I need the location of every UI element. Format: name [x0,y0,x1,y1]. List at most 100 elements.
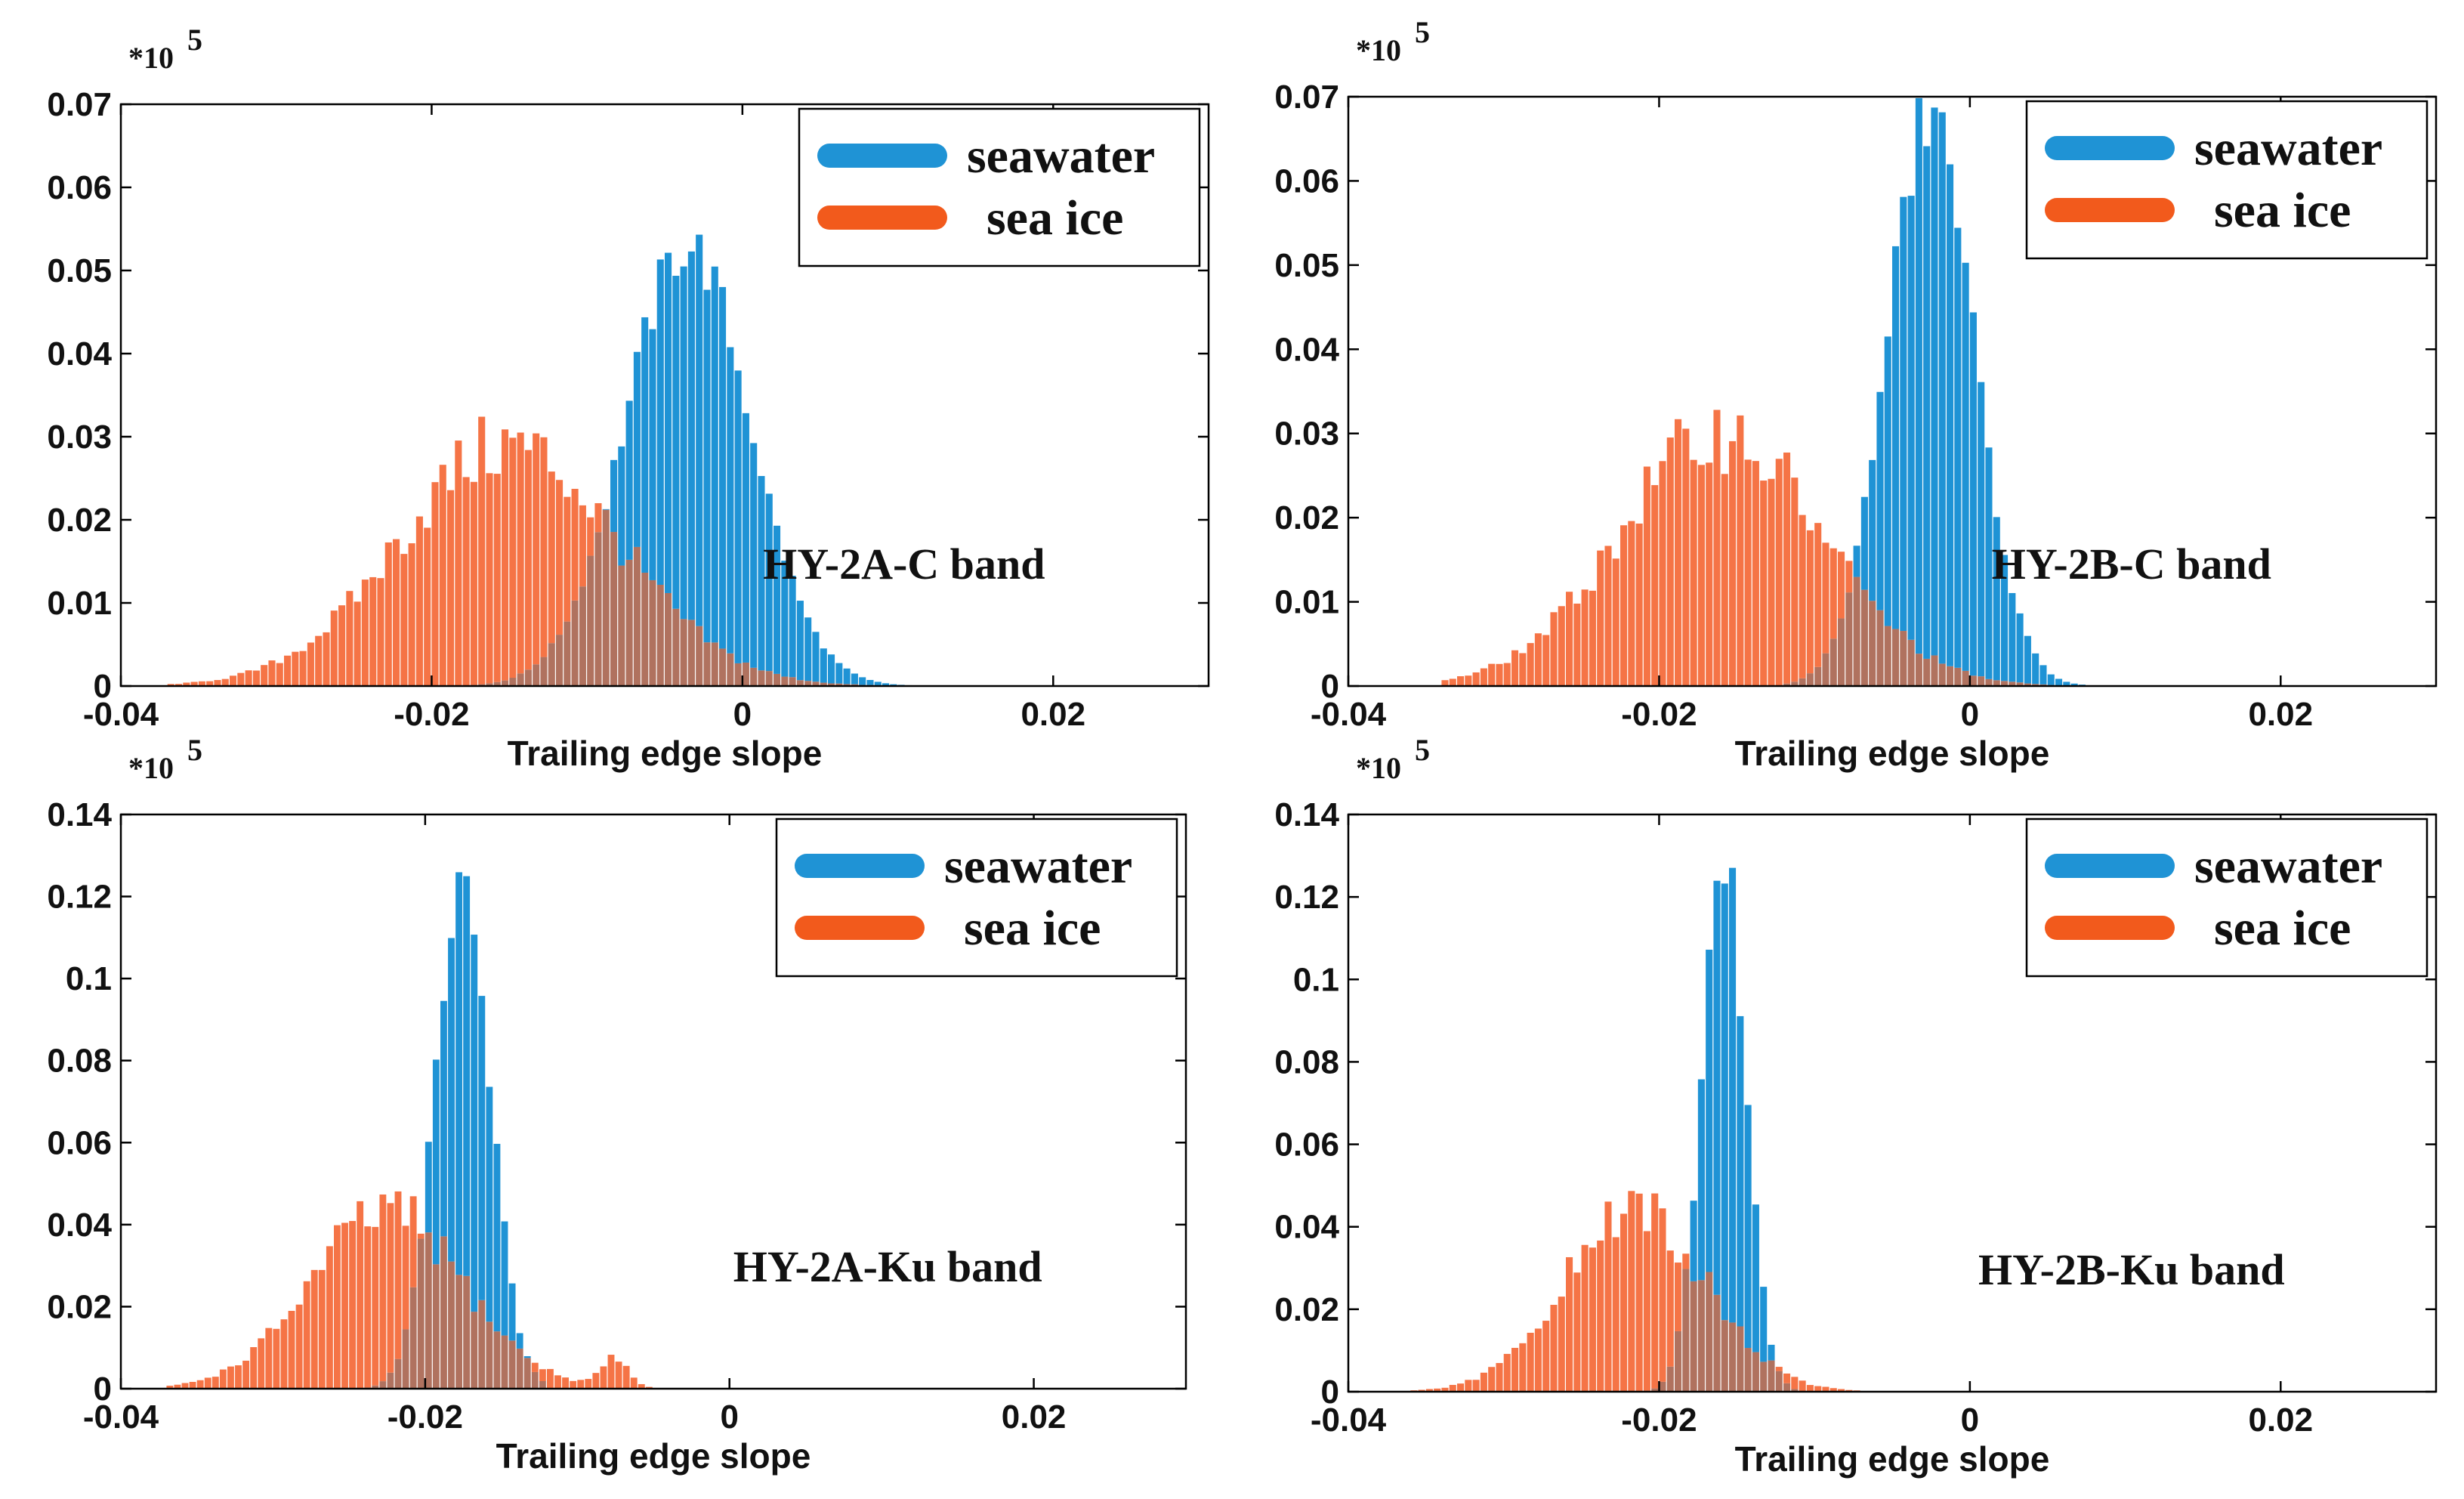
overlap-bar [486,683,493,686]
y-tick-label: 0.07 [47,86,112,123]
x-tick-label: -0.04 [1311,1402,1387,1439]
seawater-bar [1853,546,1860,577]
scale-prefix: *10 [128,751,174,785]
overlap-bar [1947,666,1954,686]
y-tick-label: 0 [1321,1374,1339,1411]
sea-ice-bar [548,471,555,644]
sea-ice-bar [261,665,268,686]
legend-label-sea-ice: sea ice [987,190,1123,246]
seawater-bar [758,476,765,671]
sea-ice-bar [214,680,221,686]
sea-ice-bar [189,1381,196,1389]
y-tick-label: 0.02 [1274,1291,1339,1328]
sea-ice-bar [493,474,501,682]
sea-ice-bar [1550,612,1558,686]
seawater-bar [820,648,827,683]
sea-ice-bar [1558,1297,1565,1392]
sea-ice-bar [190,682,198,686]
seawater-bar [1752,1204,1759,1352]
seawater-bar [773,525,781,674]
seawater-bar [508,1283,516,1341]
overlap-bar [1954,667,1962,686]
sea-ice-bar [310,1269,318,1389]
overlap-bar [1962,670,1969,686]
overlap-bar [1791,682,1799,686]
panel-label: HY-2A-C band [763,539,1045,589]
seawater-bar [1884,336,1891,626]
sea-ice-bar [196,1380,204,1389]
overlap-bar [610,532,618,686]
axes-frame [1347,95,2438,688]
sea-ice-bar [579,505,586,587]
overlap-bar [1978,676,1985,686]
sea-ice-bar [175,684,183,686]
seawater-bar [750,443,758,668]
sea-ice-bar [400,554,408,686]
overlap-bar [828,683,835,686]
axes-frame [1347,813,2438,1393]
sea-ice-bar [431,482,439,686]
sea-ice-bar [1729,440,1737,686]
histogram-bars [167,234,959,686]
seawater-bar [680,266,687,620]
seawater-bar [1744,1105,1752,1349]
sea-ice-bar [1542,1321,1550,1392]
legend-label-seawater: seawater [2194,839,2382,894]
sea-ice-bar [1457,676,1465,686]
seawater-bar [1892,246,1900,629]
overlap-bar [502,680,509,686]
sea-ice-bar [439,465,446,686]
overlap-bar [478,1300,486,1389]
sea-ice-bar [1783,1373,1791,1383]
seawater-bar [804,617,812,682]
seawater-bar [859,677,866,685]
overlap-bar [1892,629,1900,686]
seawater-bar [2063,682,2070,686]
seawater-bar [633,351,641,547]
sea-ice-bar [1783,452,1791,684]
overlap-bar [402,1329,409,1389]
sea-ice-bar [183,682,190,686]
sea-ice-bar [349,1221,357,1389]
sea-ice-bar [533,433,540,665]
sea-ice-bar [462,477,470,686]
overlap-bar [1985,678,1993,686]
sea-ice-bar [1690,459,1697,686]
sea-ice-bar [1488,1367,1496,1392]
sea-ice-bar [1465,675,1472,686]
overlap-bar [508,1340,516,1389]
sea-ice-bar [1697,465,1705,686]
chart-panel-2: 0 0.01 0.02 0.03 0.04 0.05 0.06 0.07 -0.04 -0.02 0… [1274,15,2438,773]
sea-ice-bar [1480,668,1487,686]
sea-ice-bar [540,437,548,657]
sea-ice-bar [206,681,214,686]
sea-ice-bar [1581,589,1589,686]
overlap-bar [1729,1322,1737,1392]
overlap-bar [1659,1381,1666,1392]
sea-ice-bar [307,642,314,686]
scale-exponent: 5 [187,733,202,767]
sea-ice-bar [258,1338,265,1389]
y-tick-label: 0.01 [1274,584,1339,621]
sea-ice-bar [372,1226,379,1386]
seawater-bar [882,683,890,686]
overlap-bar [2032,684,2039,686]
seawater-bar [2039,665,2047,685]
legend-label-seawater: seawater [967,128,1155,184]
y-tick-label: 0.02 [1274,499,1339,536]
overlap-bar [1682,1269,1690,1392]
x-tick-label: -0.04 [1311,696,1387,733]
sea-ice-bar [1434,1388,1441,1392]
sea-ice-bar [554,1375,561,1389]
overlap-bar [656,585,664,686]
overlap-bar [1869,601,1876,686]
axes-frame [119,103,1210,688]
sea-ice-bar [1635,523,1643,686]
overlap-bar [703,642,711,686]
y-tick-label: 0.04 [47,1207,112,1244]
overlap-bar [1969,675,1977,686]
overlap-bar [1706,1272,1713,1392]
x-axis-label: Trailing edge slope [508,734,823,773]
overlap-bar [680,619,687,686]
